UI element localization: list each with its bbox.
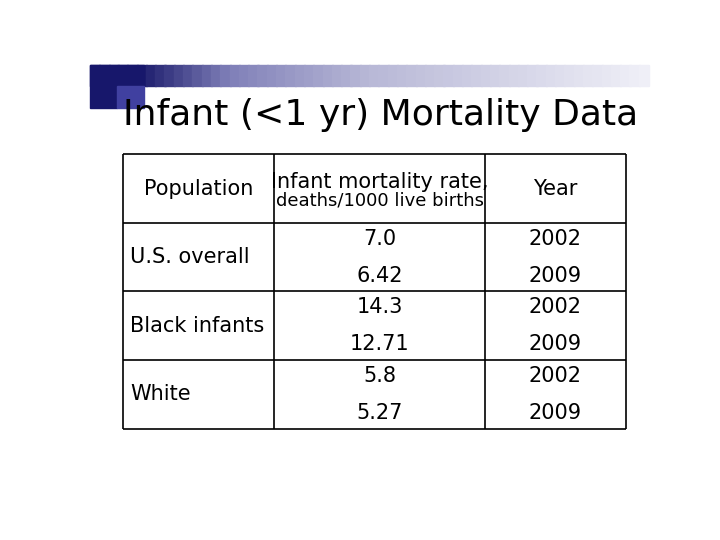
Bar [276,65,287,86]
Bar [202,65,212,86]
Bar [90,86,117,108]
Bar [564,65,575,86]
Text: 12.71: 12.71 [350,334,410,354]
Text: White: White [130,384,191,404]
Bar [425,65,435,86]
Bar [99,65,109,86]
Text: deaths/1000 live births: deaths/1000 live births [276,192,484,210]
Bar [369,65,379,86]
Text: 2009: 2009 [528,334,582,354]
Bar [137,65,147,86]
Bar [574,65,584,86]
Bar [555,65,565,86]
Text: 2009: 2009 [528,403,582,423]
Bar [639,65,649,86]
Bar [109,65,119,86]
Text: 2002: 2002 [529,366,582,386]
Bar [508,65,519,86]
Bar [620,65,631,86]
Text: Infant (<1 yr) Mortality Data: Infant (<1 yr) Mortality Data [124,98,639,132]
Bar [239,65,249,86]
Text: 2002: 2002 [529,297,582,317]
Text: Population: Population [144,179,253,199]
Text: 2002: 2002 [529,228,582,248]
Bar [499,65,510,86]
Bar [117,65,143,86]
Bar [192,65,203,86]
Bar [351,65,361,86]
Bar [145,65,156,86]
Bar [453,65,463,86]
Bar [601,65,612,86]
Bar [546,65,556,86]
Text: Infant mortality rate,: Infant mortality rate, [271,172,488,192]
Text: 5.27: 5.27 [356,403,402,423]
Bar [323,65,333,86]
Bar [183,65,194,86]
Bar [387,65,398,86]
Bar [90,65,117,86]
Bar [211,65,221,86]
Text: Black infants: Black infants [130,316,264,336]
Bar [174,65,184,86]
Bar [332,65,342,86]
Bar [593,65,603,86]
Bar [527,65,538,86]
Text: 14.3: 14.3 [356,297,402,317]
Text: U.S. overall: U.S. overall [130,247,250,267]
Bar [518,65,528,86]
Bar [258,65,268,86]
Bar [155,65,166,86]
Bar [341,65,351,86]
Bar [629,65,640,86]
Bar [360,65,370,86]
Bar [536,65,546,86]
Bar [472,65,482,86]
Text: Year: Year [534,179,577,199]
Text: 5.8: 5.8 [363,366,396,386]
Text: 2009: 2009 [528,266,582,286]
Bar [462,65,472,86]
Bar [434,65,444,86]
Bar [490,65,500,86]
Bar [285,65,296,86]
Bar [118,65,128,86]
Bar [583,65,593,86]
Bar [406,65,417,86]
Bar [220,65,230,86]
Bar [164,65,175,86]
Bar [230,65,240,86]
Bar [248,65,258,86]
Bar [294,65,305,86]
Text: 6.42: 6.42 [356,266,403,286]
Bar [266,65,277,86]
Bar [304,65,315,86]
Bar [611,65,621,86]
Bar [127,65,138,86]
Bar [415,65,426,86]
Bar [444,65,454,86]
Bar [481,65,491,86]
Bar [397,65,408,86]
Bar [313,65,323,86]
Text: 7.0: 7.0 [363,228,396,248]
Bar [117,86,143,108]
Bar [378,65,389,86]
Bar [90,65,100,86]
